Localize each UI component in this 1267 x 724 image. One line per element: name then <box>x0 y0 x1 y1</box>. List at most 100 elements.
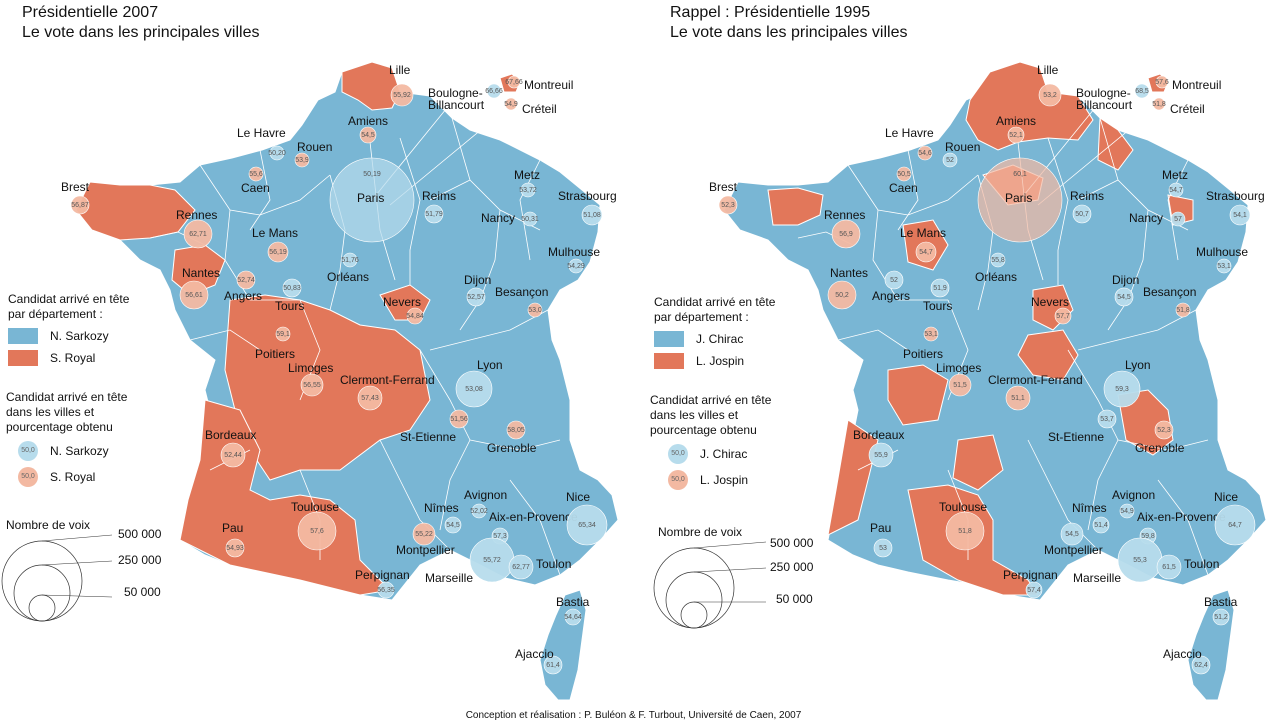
city-label: Besançon <box>1143 285 1196 299</box>
city-legend-row: 50,0 J. Chirac <box>668 444 771 464</box>
city-circle <box>390 83 414 107</box>
city-pct: 54,5 <box>1117 294 1131 301</box>
city-label: Tours <box>923 299 952 313</box>
city-label: Poitiers <box>903 347 943 361</box>
city-pct: 53,1 <box>1217 263 1231 270</box>
city-circle <box>1134 83 1150 99</box>
city-pct: 51,56 <box>450 416 468 423</box>
city-label: Rennes <box>176 208 217 222</box>
department-border <box>1167 159 1189 261</box>
city-label: Montpellier <box>396 543 455 557</box>
city-circle <box>359 126 377 144</box>
city-label: Besançon <box>495 285 548 299</box>
city-pct: 57,7 <box>1056 313 1070 320</box>
city-circle <box>827 280 857 310</box>
city-pct: 50,31 <box>521 216 539 223</box>
city-pct: 55,92 <box>393 92 411 99</box>
city-circle <box>406 307 424 325</box>
city-label: Strasbourg <box>558 189 617 203</box>
city-label: Perpignan <box>355 568 410 582</box>
department-region <box>827 419 879 536</box>
city-label: Limoges <box>288 361 333 375</box>
city-circle <box>868 442 894 468</box>
city-circle <box>236 270 256 290</box>
city-pct: 67,66 <box>505 79 523 86</box>
size-circles <box>653 541 767 629</box>
city-label: Aix-en-Provence <box>1137 510 1226 524</box>
city-circle <box>1156 554 1182 580</box>
title-line-1: Rappel : Présidentielle 1995 <box>670 4 871 21</box>
city-pct: 54,64 <box>564 614 582 621</box>
city-pct: 56,87 <box>71 202 89 209</box>
department-region <box>887 364 949 426</box>
city-circle <box>884 270 904 290</box>
department-region <box>1117 389 1174 456</box>
title-line-1: Présidentielle 2007 <box>22 4 159 21</box>
city-label: Rouen <box>297 140 332 154</box>
city-label: Nancy <box>1129 211 1163 225</box>
city-pct: 51,79 <box>425 211 443 218</box>
city-label: Toulon <box>536 557 571 571</box>
city-label: Reims <box>422 189 456 203</box>
city-circle <box>522 211 538 227</box>
department-border <box>897 149 919 231</box>
city-label: Toulouse <box>291 500 339 514</box>
panel-title: Rappel : Présidentielle 1995 Le vote dan… <box>670 3 907 43</box>
city-circle <box>942 152 958 168</box>
city-circle <box>527 302 543 318</box>
city-pct: 54,5 <box>1065 531 1079 538</box>
city-label: Bordeaux <box>205 428 256 442</box>
city-label: Angers <box>224 289 262 303</box>
department-region <box>1017 329 1079 381</box>
city-circle <box>267 241 289 263</box>
city-circle <box>70 195 90 215</box>
credits: Conception et réalisation : P. Buléon & … <box>465 710 802 721</box>
city-pct: 50,83 <box>283 285 301 292</box>
city-label: Metz <box>514 168 540 182</box>
city-label: Le Mans <box>900 226 946 240</box>
city-pct: 53,2 <box>1043 92 1057 99</box>
department-border <box>1077 309 1197 351</box>
dept-legend-row: L. Jospin <box>654 353 775 369</box>
city-circle <box>183 219 213 249</box>
city-circle <box>449 409 469 429</box>
city-label: Mulhouse <box>548 245 600 259</box>
city-circle <box>1152 97 1166 111</box>
city-legend: Candidat arrivé en tête dans les villes … <box>650 393 771 496</box>
city-circle <box>1005 385 1031 411</box>
blue-swatch <box>8 328 38 344</box>
size-value: 50 000 <box>776 592 813 606</box>
city-pct: 55,6 <box>249 171 263 178</box>
city-circle <box>275 326 291 342</box>
city-pct: 53,9 <box>295 157 309 164</box>
city-circle <box>1060 522 1084 546</box>
city-label: Lyon <box>1125 358 1151 372</box>
city-pct: 56,35 <box>377 587 395 594</box>
size-legend-title: Nombre de voix <box>658 525 743 539</box>
department-border <box>1157 479 1209 576</box>
city-circle <box>1214 504 1256 546</box>
size-value: 500 000 <box>770 536 814 550</box>
city-pct: 54,6 <box>918 150 932 157</box>
city-label: Metz <box>1162 168 1188 182</box>
city-circle <box>1025 581 1043 599</box>
city-label: Caen <box>889 181 918 195</box>
city-legend-label: N. Sarkozy <box>50 443 109 458</box>
city-pct: 55,8 <box>991 257 1005 264</box>
city-circle <box>269 145 285 161</box>
department-border <box>1117 439 1209 451</box>
city-label: Avignon <box>464 488 507 502</box>
city-circle <box>564 608 582 626</box>
city-pct: 54,29 <box>567 263 585 270</box>
city-circle <box>915 241 937 263</box>
title-line-2: Le vote dans les principales villes <box>670 24 908 41</box>
city-label: Créteil <box>1170 102 1205 116</box>
city-circle <box>444 516 462 534</box>
city-circle <box>179 280 209 310</box>
city-label: Reims <box>1070 189 1104 203</box>
city-label: Nîmes <box>424 501 459 515</box>
city-label: Amiens <box>996 114 1036 128</box>
city-pct: 59,3 <box>1115 386 1129 393</box>
city-pct: 51,2 <box>1214 614 1228 621</box>
